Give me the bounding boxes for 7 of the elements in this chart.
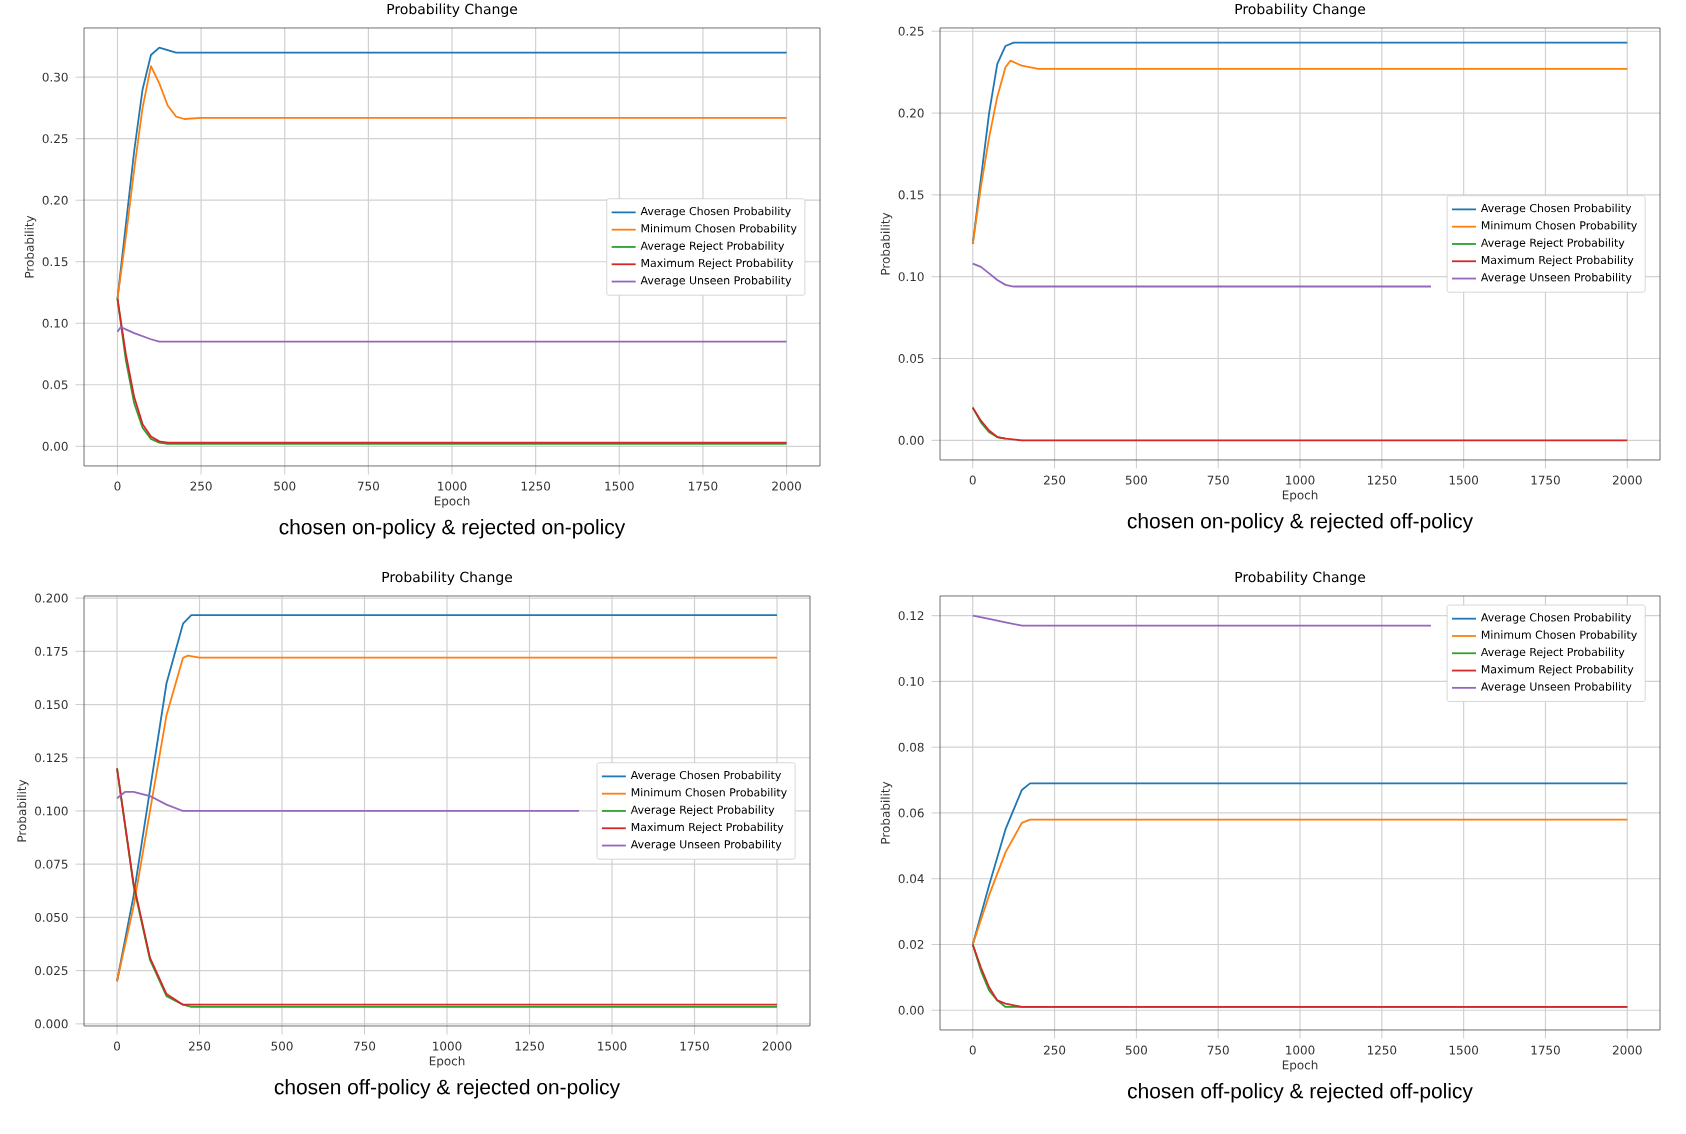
text: chosen off-policy & rejected on-policy: [274, 1079, 620, 1099]
line-series: [971, 406, 1629, 442]
line-series: [971, 818, 1629, 946]
text: chosen on-policy & rejected on-policy: [279, 519, 626, 539]
line-series: [971, 262, 1432, 288]
text: chosen off-policy & rejected off-policy: [1128, 1083, 1473, 1103]
text: chosen on-policy & rejected off-policy: [1127, 513, 1473, 533]
